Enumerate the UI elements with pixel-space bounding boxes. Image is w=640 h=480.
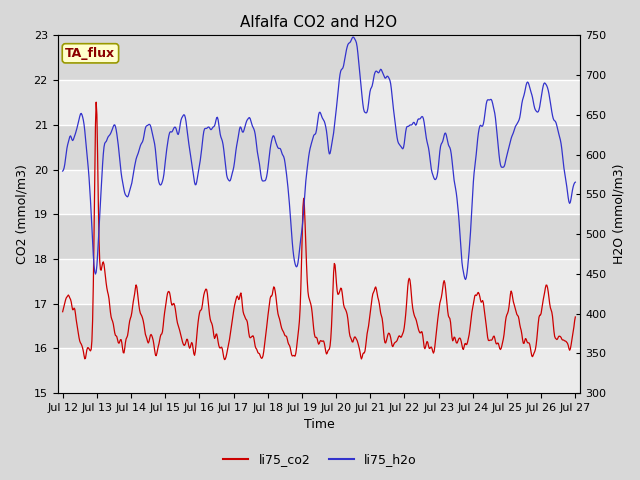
li75_co2	[221, 357, 228, 362]
li75_h2o	[382, 75, 390, 81]
Bar	[58, 169, 580, 214]
li75_h2o	[349, 34, 356, 40]
li75_h2o	[572, 179, 579, 185]
Bar	[58, 259, 580, 304]
li75_h2o	[397, 143, 404, 149]
Bar	[58, 214, 580, 259]
Line: li75_h2o: li75_h2o	[63, 37, 575, 279]
li75_co2	[397, 334, 405, 340]
li75_h2o	[68, 137, 76, 143]
li75_h2o	[173, 128, 180, 134]
li75_h2o	[461, 276, 469, 282]
li75_co2	[122, 340, 129, 346]
Y-axis label: CO2 (mmol/m3): CO2 (mmol/m3)	[15, 164, 28, 264]
Legend: li75_co2, li75_h2o: li75_co2, li75_h2o	[218, 448, 422, 471]
Bar	[58, 348, 580, 393]
li75_h2o	[121, 190, 129, 196]
li75_co2	[59, 309, 67, 314]
li75_co2	[173, 320, 181, 326]
li75_co2	[201, 289, 209, 295]
X-axis label: Time: Time	[303, 419, 334, 432]
Bar	[58, 304, 580, 348]
Bar	[58, 80, 580, 125]
Y-axis label: H2O (mmol/m3): H2O (mmol/m3)	[612, 164, 625, 264]
Title: Alfalfa CO2 and H2O: Alfalfa CO2 and H2O	[241, 15, 397, 30]
Bar	[58, 36, 580, 80]
Bar	[58, 125, 580, 169]
li75_co2	[383, 338, 390, 344]
li75_co2	[92, 99, 100, 105]
Text: TA_flux: TA_flux	[65, 47, 115, 60]
li75_h2o	[59, 168, 67, 174]
li75_h2o	[200, 129, 207, 134]
li75_co2	[68, 303, 76, 309]
Line: li75_co2: li75_co2	[63, 102, 575, 360]
li75_co2	[572, 314, 579, 320]
